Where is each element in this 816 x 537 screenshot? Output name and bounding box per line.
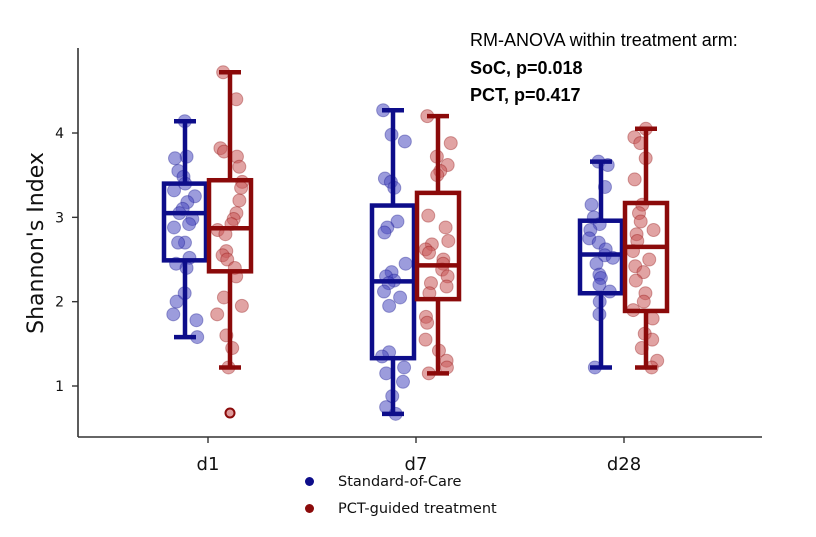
data-point xyxy=(642,252,657,267)
data-point xyxy=(636,294,651,309)
data-point xyxy=(166,307,181,322)
iqr-box xyxy=(414,190,462,302)
data-point xyxy=(390,214,405,229)
data-point xyxy=(393,290,408,305)
data-point xyxy=(439,279,454,294)
x-ticks: d1 d7 d28 xyxy=(197,437,641,475)
data-point xyxy=(646,222,661,237)
legend-label-pct: PCT-guided treatment xyxy=(338,500,497,517)
y-axis-label: Shannon's Index xyxy=(24,152,49,334)
y-ticks: 1 2 3 4 xyxy=(55,126,78,395)
iqr-box xyxy=(161,181,209,263)
anova-pct-pvalue: PCT, p=0.417 xyxy=(470,85,581,105)
legend-item-soc: Standard-of-Care xyxy=(305,468,497,495)
anova-soc-pvalue: SoC, p=0.018 xyxy=(470,58,583,78)
data-point xyxy=(421,208,436,223)
iqr-box xyxy=(206,177,254,274)
legend-label-soc: Standard-of-Care xyxy=(338,473,462,490)
y-tick-label: 4 xyxy=(55,126,64,142)
data-point xyxy=(376,284,391,299)
data-point xyxy=(210,307,225,322)
data-point xyxy=(171,235,186,250)
data-point xyxy=(441,233,456,248)
y-tick-label: 1 xyxy=(55,379,64,395)
data-point xyxy=(584,197,599,212)
legend: Standard-of-Care PCT-guided treatment xyxy=(305,468,497,522)
axes xyxy=(77,48,762,438)
x-tick-label: d1 xyxy=(197,454,220,475)
data-point xyxy=(382,298,397,313)
data-point xyxy=(189,313,204,328)
data-point xyxy=(168,151,183,166)
data-point xyxy=(232,159,247,174)
box-soc-d1 xyxy=(161,114,209,345)
data-point xyxy=(182,217,197,232)
data-point xyxy=(627,172,642,187)
legend-marker-pct xyxy=(305,504,314,513)
box-pct-d7 xyxy=(414,109,462,381)
data-point xyxy=(628,273,643,288)
iqr-box xyxy=(622,200,670,314)
data-point xyxy=(395,374,410,389)
box-pct-d28 xyxy=(622,121,670,375)
data-point xyxy=(420,315,435,330)
data-point xyxy=(220,252,235,267)
box-pct-d1 xyxy=(206,65,254,419)
data-point xyxy=(397,134,412,149)
box-groups xyxy=(161,65,670,421)
data-point xyxy=(443,136,458,151)
x-tick-label: d7 xyxy=(405,454,428,475)
box-soc-d28 xyxy=(577,154,625,375)
data-point xyxy=(422,245,437,260)
data-point xyxy=(397,360,412,375)
data-point xyxy=(398,256,413,271)
data-point xyxy=(418,332,433,347)
iqr-box xyxy=(577,218,625,296)
x-tick-label: d28 xyxy=(607,454,641,475)
data-point xyxy=(633,214,648,229)
anova-title: RM-ANOVA within treatment arm: xyxy=(470,30,738,50)
data-point xyxy=(234,298,249,313)
data-point xyxy=(169,294,184,309)
data-point xyxy=(636,265,651,280)
legend-item-pct: PCT-guided treatment xyxy=(305,495,497,522)
y-tick-label: 3 xyxy=(55,210,64,226)
outlier-point xyxy=(224,407,236,419)
data-point xyxy=(438,220,453,235)
legend-marker-soc xyxy=(305,477,314,486)
data-point xyxy=(377,225,392,240)
box-soc-d7 xyxy=(369,103,417,421)
data-point xyxy=(166,220,181,235)
data-point xyxy=(234,180,249,195)
y-tick-label: 2 xyxy=(55,295,64,311)
data-point xyxy=(232,193,247,208)
